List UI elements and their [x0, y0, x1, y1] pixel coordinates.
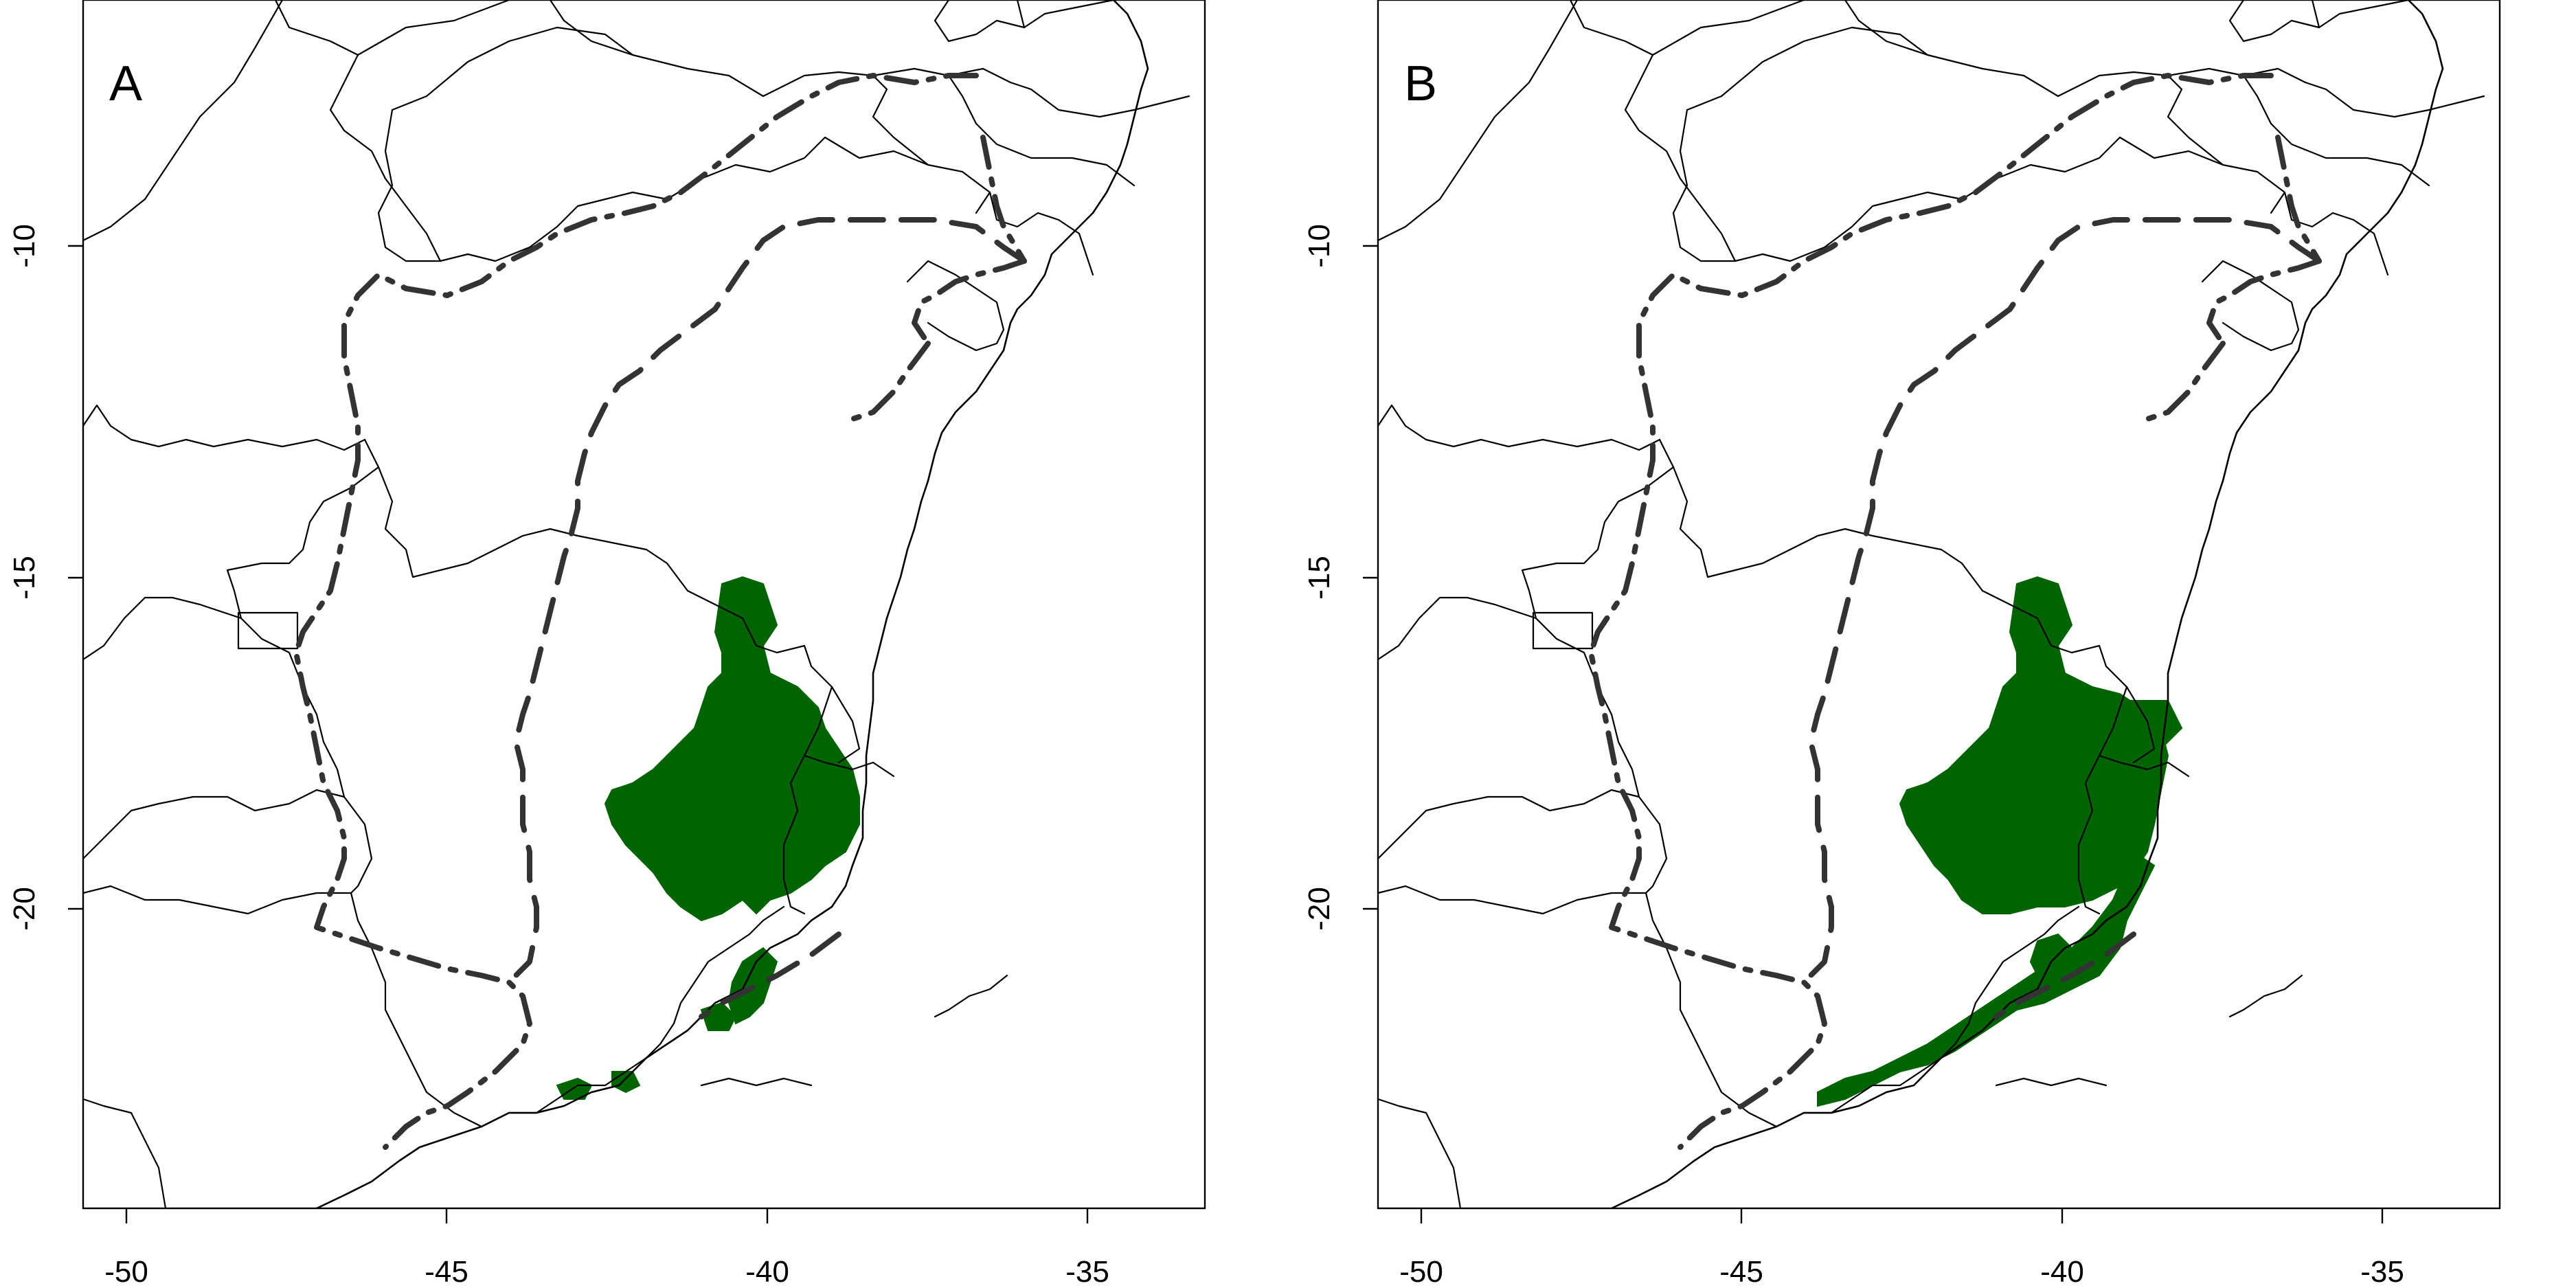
panel-b-label: B	[1404, 56, 1437, 111]
y-tick-label: -10	[1302, 224, 1336, 268]
y-tick-label: -20	[1302, 887, 1336, 931]
x-tick-label: -45	[425, 1255, 468, 1288]
panel-b-y-tick-labels: -10 -15 -20	[1302, 224, 1336, 931]
x-tick-label: -50	[104, 1255, 148, 1288]
x-tick-label: -35	[1065, 1255, 1109, 1288]
panel-a-suitable-area	[556, 576, 860, 1100]
x-tick-label: -35	[2360, 1255, 2404, 1288]
panel-a: A	[67, 0, 1206, 1225]
panel-b-axes	[1362, 0, 2501, 1225]
y-tick-label: -20	[8, 887, 41, 931]
panel-b: B	[1362, 0, 2501, 1225]
y-tick-label: -15	[8, 556, 41, 600]
panel-a-x-tick-labels: -50 -45 -40 -35	[104, 1255, 1109, 1288]
panel-a-y-tick-labels: -10 -15 -20	[8, 224, 41, 931]
panel-a-label: A	[109, 56, 142, 111]
panel-b-base-map	[1378, 0, 2484, 1208]
x-tick-label: -45	[1719, 1255, 1763, 1288]
x-tick-label: -40	[2040, 1255, 2084, 1288]
y-tick-label: -15	[1302, 556, 1336, 600]
x-tick-label: -40	[745, 1255, 789, 1288]
x-tick-label: -50	[1399, 1255, 1443, 1288]
panel-b-suitable-area	[1817, 576, 2182, 1107]
panel-a-axes	[67, 0, 1206, 1225]
panel-a-base-map	[83, 0, 1189, 1208]
y-tick-label: -10	[8, 224, 41, 268]
panel-b-x-tick-labels: -50 -45 -40 -35	[1399, 1255, 2404, 1288]
